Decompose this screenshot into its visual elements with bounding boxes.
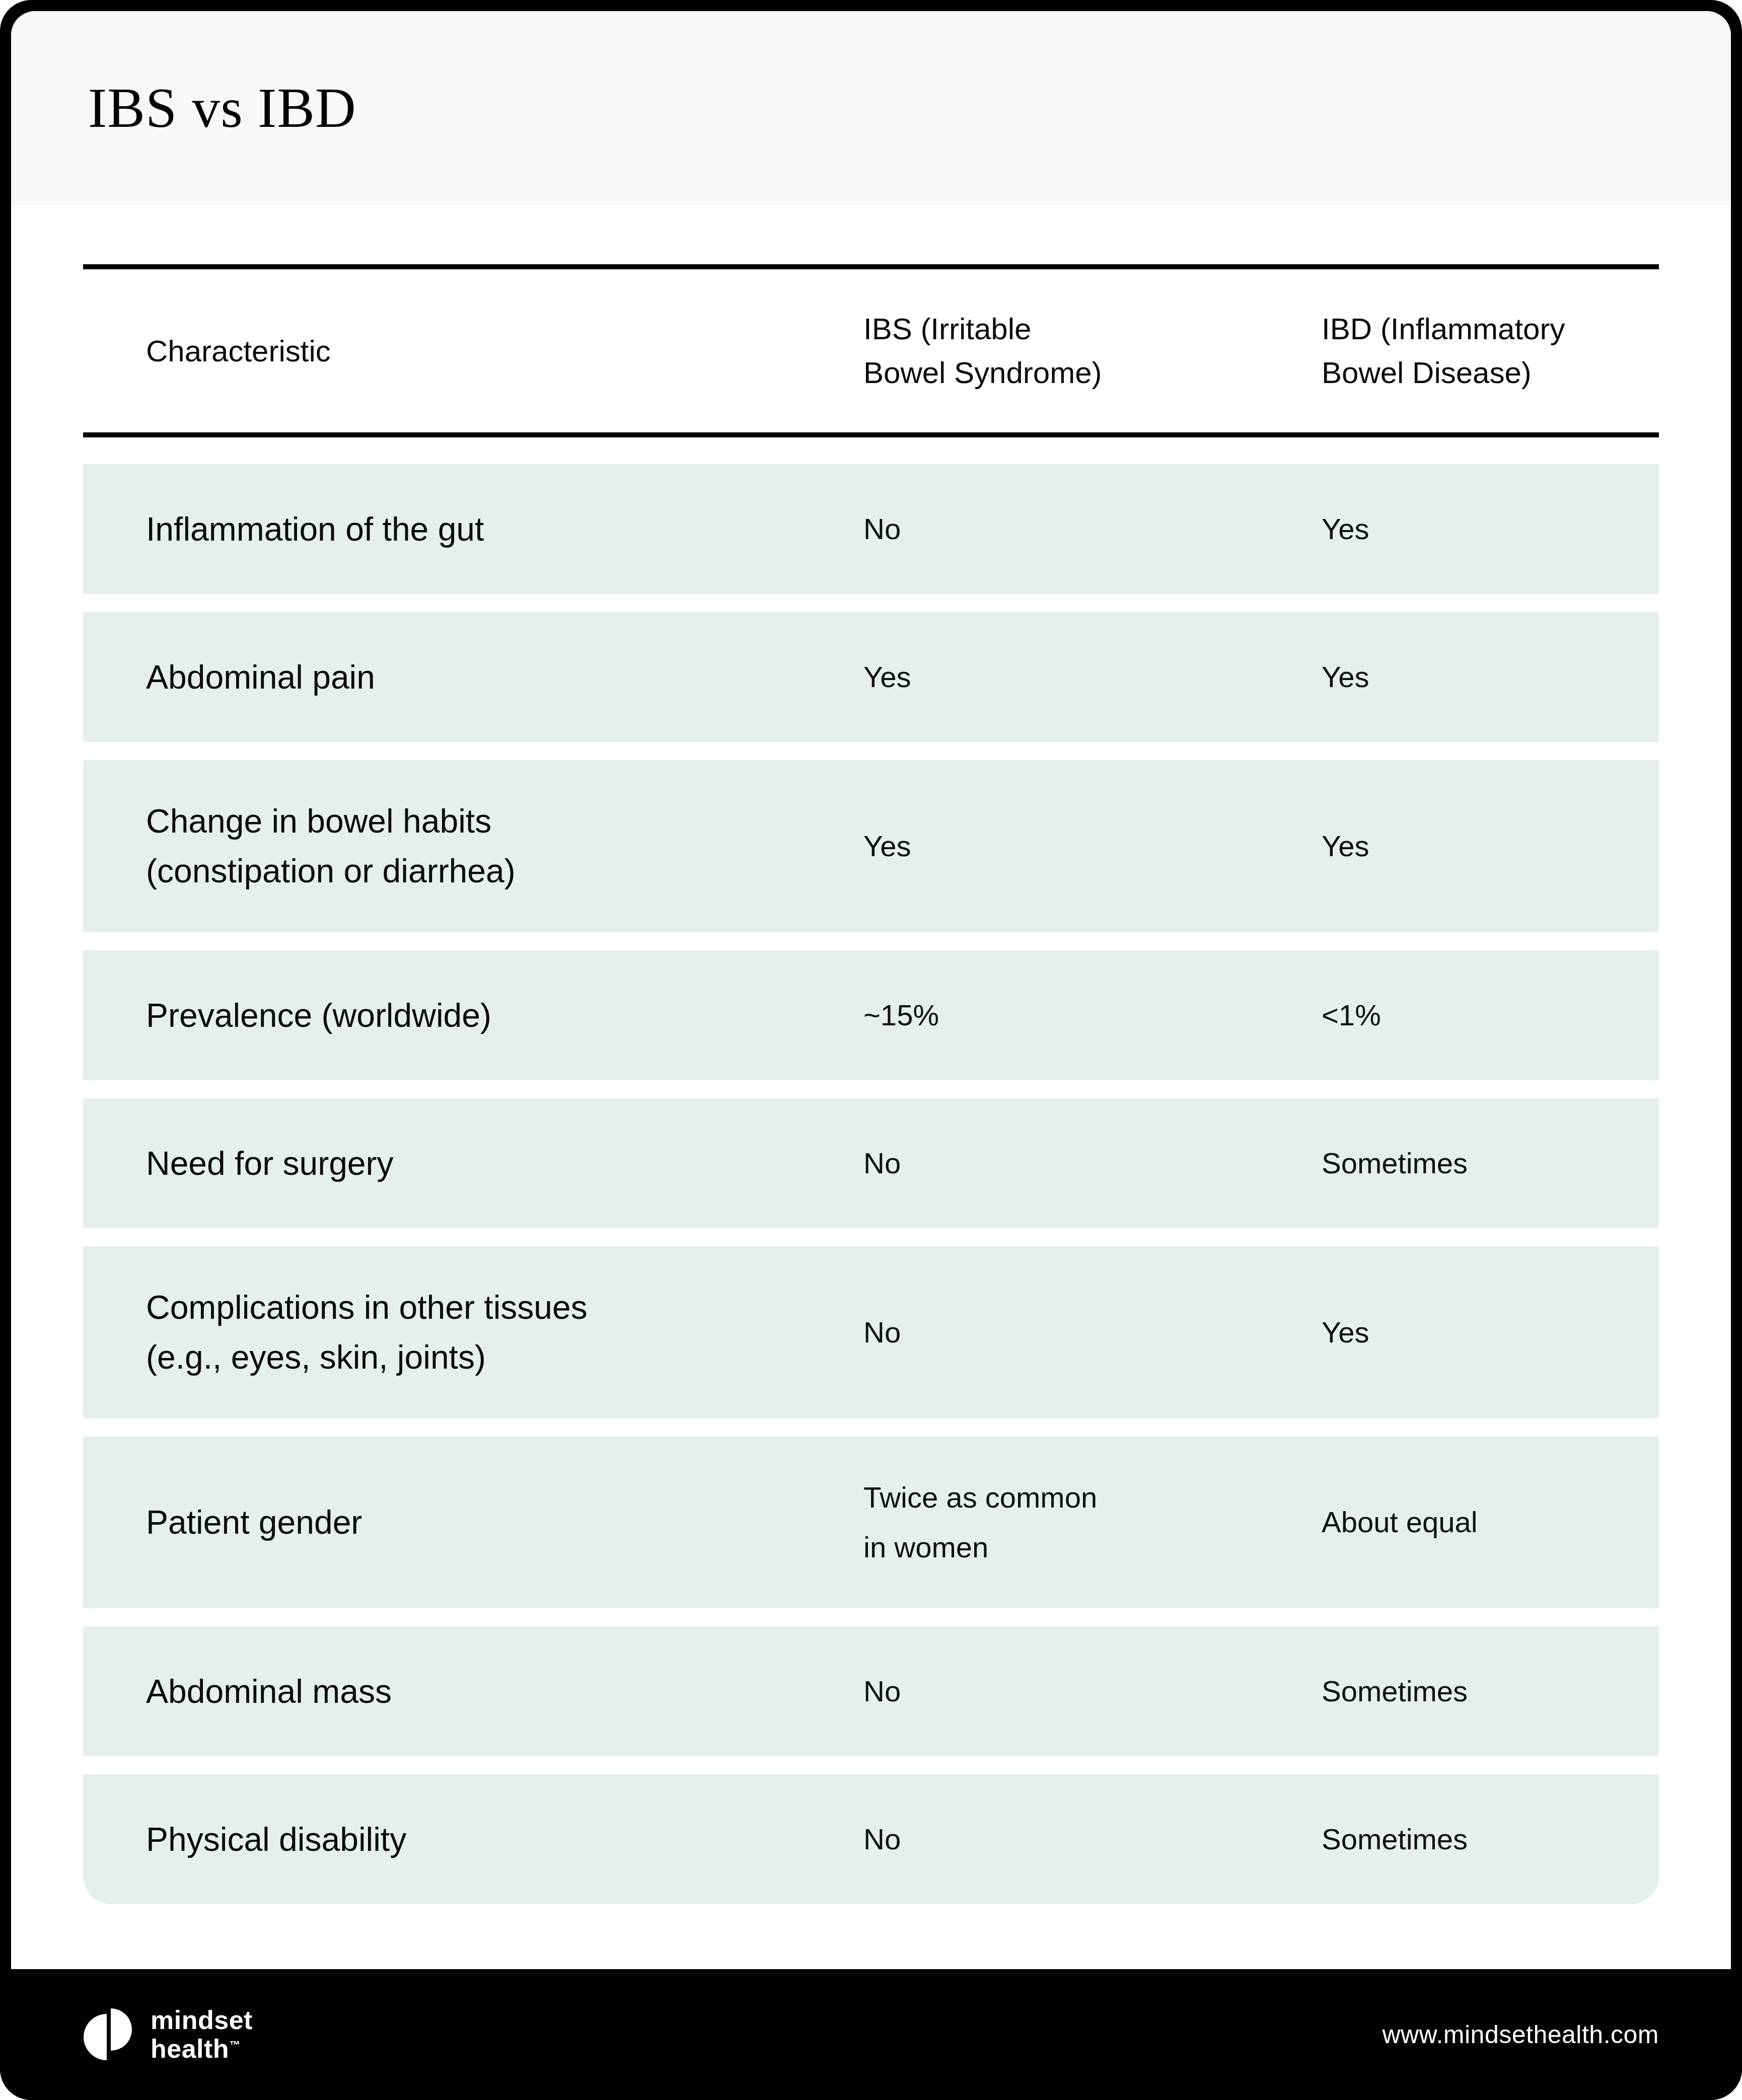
row-ibs-value: No <box>863 504 1322 554</box>
logo-word-mindset: mindset <box>151 2005 253 2035</box>
footer-bar: mindset health™ www.mindsethealth.com <box>0 1969 1742 2100</box>
comparison-table: Characteristic IBS (Irritable Bowel Synd… <box>11 205 1731 1904</box>
logo-word-health: health <box>151 2034 229 2063</box>
table-row: Patient gender Twice as common in women … <box>83 1437 1659 1608</box>
column-header-ibs: IBS (Irritable Bowel Syndrome) <box>863 307 1322 395</box>
row-ibs-value: ~15% <box>863 991 1322 1040</box>
table-row: Abdominal mass No Sometimes <box>83 1626 1659 1756</box>
mindset-health-logo-mark-icon <box>83 2008 132 2061</box>
table-row: Change in bowel habits (constipation or … <box>83 760 1659 932</box>
column-header-ibd: IBD (Inflammatory Bowel Disease) <box>1322 307 1659 395</box>
row-ibd-value: Sometimes <box>1322 1815 1659 1864</box>
table-row: Prevalence (worldwide) ~15% <1% <box>83 950 1659 1080</box>
table-header-bottom-rule <box>83 432 1659 437</box>
row-ibd-value: Yes <box>1322 821 1659 871</box>
row-ibs-value: No <box>863 1139 1322 1188</box>
row-ibs-value: Yes <box>863 652 1322 702</box>
row-characteristic-label: Inflammation of the gut <box>83 504 863 554</box>
row-ibd-value: Sometimes <box>1322 1667 1659 1716</box>
page-title: IBS vs IBD <box>88 76 356 140</box>
row-characteristic-label: Physical disability <box>83 1815 863 1864</box>
infographic-frame: IBS vs IBD Characteristic IBS (Irritable… <box>0 0 1742 2100</box>
footer-logo: mindset health™ <box>72 2006 253 2063</box>
row-characteristic-label: Abdominal mass <box>83 1667 863 1716</box>
table-row: Abdominal pain Yes Yes <box>83 612 1659 742</box>
table-top-rule <box>83 264 1659 269</box>
row-ibd-value: Yes <box>1322 1308 1659 1358</box>
row-ibs-value: No <box>863 1308 1322 1358</box>
footer-logo-wordmark: mindset health™ <box>151 2006 253 2063</box>
row-ibs-value: Twice as common in women <box>863 1473 1322 1572</box>
title-band: IBS vs IBD <box>11 11 1731 205</box>
table-row: Physical disability No Sometimes <box>83 1774 1659 1904</box>
table-header-row: Characteristic IBS (Irritable Bowel Synd… <box>83 269 1659 432</box>
trademark-symbol: ™ <box>229 2039 240 2051</box>
row-characteristic-label: Prevalence (worldwide) <box>83 991 863 1040</box>
row-characteristic-label: Change in bowel habits (constipation or … <box>83 796 863 896</box>
row-characteristic-label: Need for surgery <box>83 1139 863 1188</box>
row-ibd-value: Yes <box>1322 652 1659 702</box>
column-header-characteristic: Characteristic <box>83 329 863 373</box>
row-characteristic-label: Complications in other tissues (e.g., ey… <box>83 1283 863 1382</box>
row-ibd-value: <1% <box>1322 991 1659 1040</box>
row-ibd-value: About equal <box>1322 1497 1659 1547</box>
row-ibs-value: No <box>863 1815 1322 1864</box>
table-row: Inflammation of the gut No Yes <box>83 464 1659 594</box>
content-card: IBS vs IBD Characteristic IBS (Irritable… <box>11 11 1731 1969</box>
row-ibs-value: Yes <box>863 821 1322 871</box>
table-row: Need for surgery No Sometimes <box>83 1098 1659 1228</box>
table-rows: Inflammation of the gut No Yes Abdominal… <box>83 464 1659 1904</box>
row-ibd-value: Sometimes <box>1322 1139 1659 1188</box>
footer-website-url: www.mindsethealth.com <box>1382 2020 1659 2049</box>
table-row: Complications in other tissues (e.g., ey… <box>83 1246 1659 1418</box>
row-characteristic-label: Patient gender <box>83 1497 863 1547</box>
row-ibd-value: Yes <box>1322 504 1659 554</box>
row-characteristic-label: Abdominal pain <box>83 652 863 702</box>
row-ibs-value: No <box>863 1667 1322 1716</box>
